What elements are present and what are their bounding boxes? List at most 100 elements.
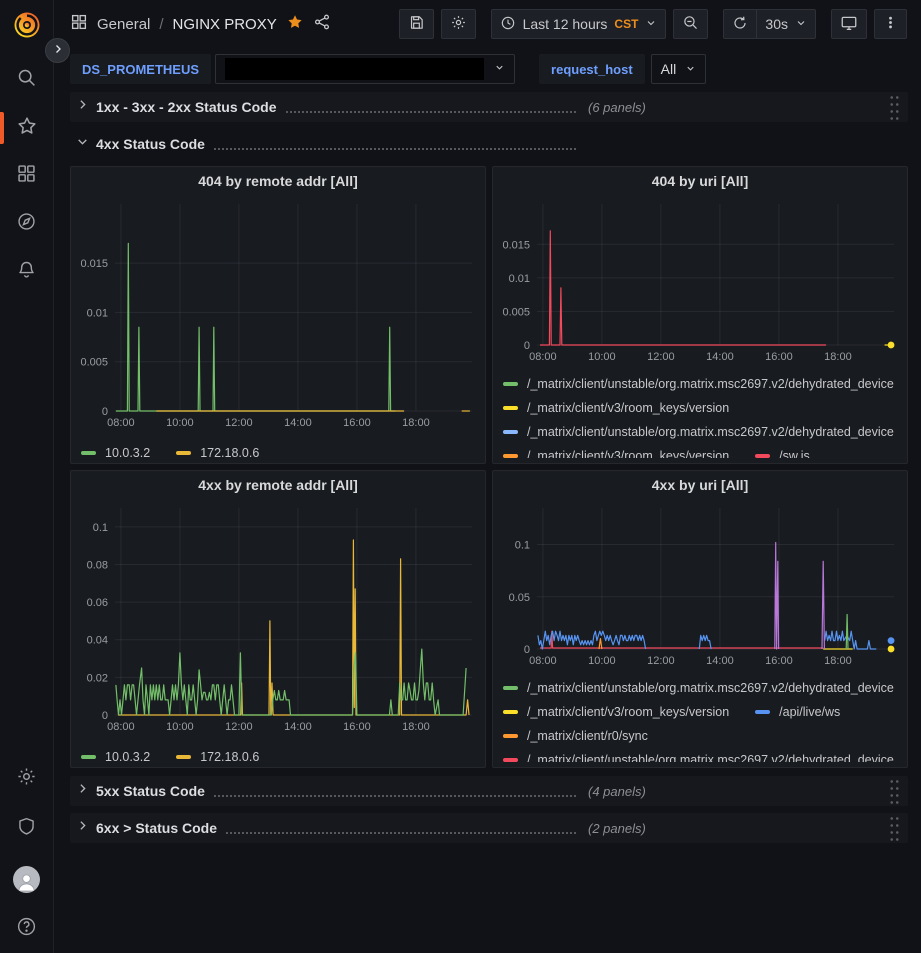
legend-label: /_matrix/client/unstable/org.matrix.msc2…: [527, 753, 894, 762]
variable-label-ds-prometheus[interactable]: DS_PROMETHEUS: [70, 54, 212, 84]
legend-item[interactable]: /_matrix/client/unstable/org.matrix.msc2…: [503, 425, 894, 439]
svg-text:0.005: 0.005: [80, 357, 108, 369]
svg-text:18:00: 18:00: [402, 417, 430, 429]
panel-4xx-by-uri: 4xx by uri [All] 08:00 10:00 12:00 14:00 16:…: [492, 470, 908, 768]
legend-item[interactable]: /_matrix/client/r0/sync: [503, 729, 648, 743]
legend-item[interactable]: /_matrix/client/v3/room_keys/version: [503, 705, 729, 719]
sidebar-item-starred[interactable]: [0, 112, 54, 144]
legend-row: /_matrix/client/v3/room_keys/version/sw.…: [503, 444, 907, 458]
legend-label: /_matrix/client/r0/sync: [527, 729, 648, 743]
row-header-6xx[interactable]: 6xx > Status Code (2 panels): [70, 813, 908, 843]
timeseries-chart[interactable]: 08:00 10:00 12:00 14:00 16:00 18:00 0 0.005 0.01…: [493, 195, 907, 365]
row-drag-handle[interactable]: [889, 93, 900, 121]
legend-item[interactable]: /api/live/ws: [755, 705, 840, 719]
time-range-picker[interactable]: Last 12 hours CST: [490, 9, 667, 39]
request-host-select[interactable]: All: [650, 54, 707, 84]
legend-swatch-icon: [503, 710, 518, 714]
legend-swatch-icon: [176, 451, 192, 455]
panel-title[interactable]: 404 by remote addr [All]: [198, 173, 358, 189]
row-dotted-leader: [213, 786, 576, 797]
row-header-4xx[interactable]: 4xx Status Code: [70, 129, 908, 159]
svg-text:10:00: 10:00: [166, 417, 194, 429]
sidebar-item-alerting[interactable]: [0, 256, 54, 288]
row-header-5xx[interactable]: 5xx Status Code (4 panels): [70, 776, 908, 806]
timeseries-chart[interactable]: 08:00 10:00 12:00 14:00 16:00 18:00 0 0.05 0.1: [493, 499, 907, 669]
legend-swatch-icon: [755, 454, 771, 458]
legend-label: 10.0.3.2: [105, 750, 151, 764]
timeseries-chart[interactable]: 08:00 10:00 12:00 14:00 16:00 18:00 0 0.02 0.04 0…: [71, 499, 485, 735]
save-dashboard-button[interactable]: [398, 9, 434, 39]
clock-icon: [500, 15, 516, 34]
legend-item[interactable]: /_matrix/client/v3/room_keys/version: [503, 449, 729, 458]
panel-title[interactable]: 4xx by uri [All]: [651, 477, 749, 493]
panel-title[interactable]: 4xx by remote addr [All]: [198, 477, 358, 493]
monitor-icon: [840, 14, 858, 35]
legend-label: /_matrix/client/v3/room_keys/version: [527, 401, 730, 415]
dashboard-settings-button[interactable]: [440, 9, 476, 39]
svg-text:0.05: 0.05: [509, 592, 530, 604]
svg-text:0: 0: [524, 340, 530, 352]
chevron-down-icon: [685, 61, 696, 77]
legend-label: 172.18.0.6: [200, 750, 260, 764]
panel-title[interactable]: 404 by uri [All]: [651, 173, 749, 189]
sidebar-item-explore[interactable]: [0, 208, 54, 240]
row-dotted-leader: [285, 102, 576, 113]
panel-404-by-uri: 404 by uri [All] 08:00 10:00 12:00 14:00 16:…: [492, 166, 908, 464]
share-icon[interactable]: [313, 13, 331, 35]
panel-404-by-remote-addr: 404 by remote addr [All] 08:00 10:00 12:00…: [70, 166, 486, 464]
refresh-interval-dropdown[interactable]: 30s: [757, 9, 816, 39]
row-drag-handle[interactable]: [889, 777, 900, 805]
dashboard-header: General / NGINX PROXY: [54, 0, 921, 48]
legend-item[interactable]: 10.0.3.2: [81, 446, 150, 460]
svg-text:0.08: 0.08: [87, 559, 108, 571]
svg-text:0.01: 0.01: [87, 307, 108, 319]
svg-text:12:00: 12:00: [225, 417, 253, 429]
row-drag-handle[interactable]: [889, 814, 900, 842]
sidebar-item-help[interactable]: [0, 913, 54, 945]
refresh-group: 30s: [723, 9, 816, 39]
refresh-icon: [732, 15, 748, 34]
svg-text:16:00: 16:00: [343, 721, 371, 733]
chevron-right-icon: [52, 42, 64, 60]
sidebar-item-server-admin[interactable]: [0, 813, 54, 845]
panel-legend: /_matrix/client/unstable/org.matrix.msc2…: [493, 370, 907, 458]
breadcrumb: General / NGINX PROXY: [70, 13, 331, 35]
legend-swatch-icon: [503, 382, 518, 386]
panel-legend: /_matrix/client/unstable/org.matrix.msc2…: [493, 674, 907, 762]
grafana-logo-icon[interactable]: [12, 10, 42, 40]
row-header-1xx-3xx-2xx[interactable]: 1xx - 3xx - 2xx Status Code (6 panels): [70, 92, 908, 122]
datasource-select[interactable]: [215, 54, 516, 84]
save-icon: [408, 14, 425, 34]
svg-text:14:00: 14:00: [706, 351, 734, 363]
legend-label: /_matrix/client/v3/room_keys/version: [527, 705, 730, 719]
legend-row: /_matrix/client/unstable/org.matrix.msc2…: [503, 420, 907, 444]
timeseries-chart[interactable]: 08:00 10:00 12:00 14:00 16:00 18:00 0 0.005 0.01…: [71, 195, 485, 431]
legend-item[interactable]: /_matrix/client/unstable/org.matrix.msc2…: [503, 753, 894, 762]
more-options-button[interactable]: [874, 9, 907, 39]
refresh-button[interactable]: [723, 9, 758, 39]
sidebar-item-dashboards[interactable]: [0, 160, 54, 192]
legend-swatch-icon: [503, 734, 518, 738]
svg-text:0: 0: [102, 710, 108, 722]
legend-item[interactable]: 172.18.0.6: [176, 750, 259, 764]
sidebar-item-search[interactable]: [0, 64, 54, 96]
sidebar-expand-button[interactable]: [45, 38, 70, 63]
sidebar-item-profile[interactable]: [0, 863, 54, 895]
cycle-view-mode-button[interactable]: [831, 9, 867, 39]
zoom-out-button[interactable]: [673, 9, 709, 39]
legend-item[interactable]: 172.18.0.6: [176, 446, 259, 460]
zoom-out-icon: [682, 14, 699, 34]
kebab-menu-icon: [883, 15, 898, 33]
legend-item[interactable]: /_matrix/client/unstable/org.matrix.msc2…: [503, 681, 894, 695]
legend-item[interactable]: /_matrix/client/v3/room_keys/version: [503, 401, 729, 415]
legend-item[interactable]: 10.0.3.2: [81, 750, 150, 764]
time-range-label: Last 12 hours: [522, 16, 608, 32]
search-icon: [16, 67, 37, 93]
row-title: 1xx - 3xx - 2xx Status Code: [96, 99, 277, 115]
breadcrumb-folder[interactable]: General: [97, 15, 151, 33]
legend-item[interactable]: /sw.js: [755, 449, 810, 458]
sidebar-item-configuration[interactable]: [0, 763, 54, 795]
legend-item[interactable]: /_matrix/client/unstable/org.matrix.msc2…: [503, 377, 894, 391]
favorite-star-icon[interactable]: [286, 13, 304, 35]
variable-label-request-host[interactable]: request_host: [539, 54, 645, 84]
